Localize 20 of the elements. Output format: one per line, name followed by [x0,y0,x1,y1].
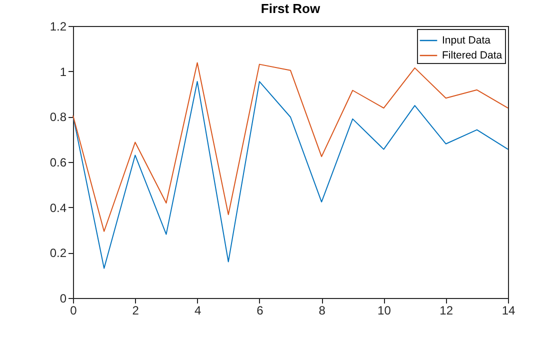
x-tick-label: 10 [378,304,392,318]
x-tick-label: 2 [132,304,140,318]
x-tick-label: 12 [440,304,454,318]
x-tick-label: 0 [70,304,78,318]
x-tick-label: 6 [256,304,264,318]
y-tick-label: 1.2 [50,20,67,34]
x-tick-label: 4 [194,304,202,318]
line-series [72,81,508,269]
y-tick-label: 0.2 [50,246,67,260]
line-series [72,62,508,232]
y-tick-label: 1 [60,64,67,79]
y-tick-label: 0 [60,292,67,306]
y-tick-label: 0.6 [50,156,67,170]
legend-label: Filtered Data [442,50,502,62]
legend-label: Input Data [442,34,491,46]
y-tick-label: 0.4 [50,200,67,215]
x-tick-label: 8 [318,304,326,318]
chart-title: First Row [260,1,321,16]
y-tick-label: 0.8 [50,110,67,124]
x-tick-label: 14 [502,304,516,318]
